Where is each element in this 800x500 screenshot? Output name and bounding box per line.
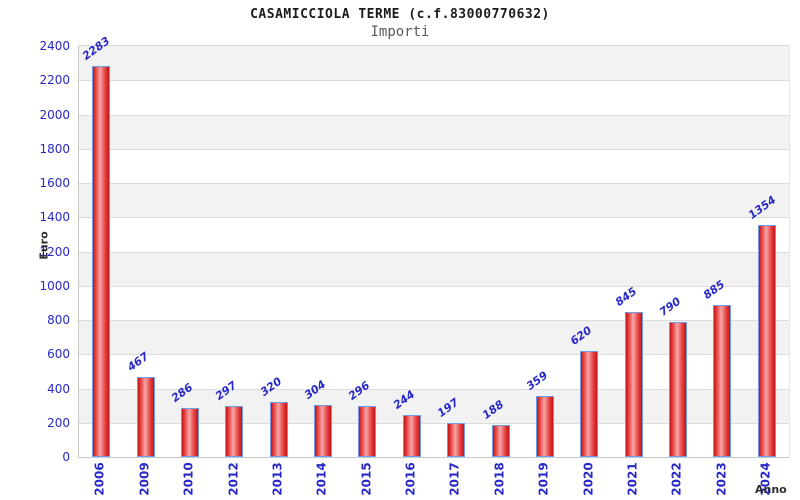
y-tick-label: 1800: [39, 141, 70, 156]
x-tick: 2023: [699, 460, 743, 498]
x-tick: 2016: [389, 460, 433, 498]
x-tick-label: 2015: [359, 462, 374, 496]
x-tick: 2018: [477, 460, 521, 498]
gridline: [79, 422, 789, 424]
y-tick-label: 800: [47, 313, 70, 327]
bar: [358, 406, 377, 457]
x-tick-label: 2018: [492, 462, 507, 496]
gridline: [79, 320, 789, 321]
x-tick: 2012: [211, 460, 255, 498]
bar: [580, 350, 599, 457]
bar: [757, 225, 776, 457]
x-tick: 2010: [167, 460, 211, 498]
gridline: [79, 388, 789, 390]
y-tick-label: 600: [47, 347, 70, 362]
gridline: [79, 148, 789, 150]
bar: [269, 402, 288, 457]
gridline: [79, 80, 789, 82]
x-tick: 2019: [522, 460, 566, 498]
x-tick: 2015: [344, 460, 388, 498]
y-tick-label: 0: [62, 450, 70, 464]
chart-title: CASAMICCIOLA TERME (c.f.83000770632): [250, 7, 550, 22]
x-tick-label: 2017: [448, 462, 463, 496]
x-tick-label: 2006: [93, 462, 108, 496]
gridline: [79, 285, 789, 287]
chart-subtitle: Importi: [370, 24, 430, 40]
x-tick-label: 2010: [181, 462, 196, 496]
x-tick-label: 2009: [137, 462, 152, 496]
x-tick-label: 2023: [714, 462, 729, 496]
x-tick-label: 2021: [625, 462, 640, 496]
x-tick: 2006: [78, 460, 122, 498]
bar: [535, 395, 554, 457]
bar: [491, 424, 510, 457]
bar: [669, 321, 688, 457]
gridline: [79, 217, 789, 219]
plot-band: [79, 285, 789, 320]
x-tick-label: 2016: [403, 462, 418, 496]
x-tick: 2017: [433, 460, 477, 498]
x-tick-label: 2014: [315, 462, 330, 496]
bar: [314, 404, 333, 457]
x-tick-label: 2013: [270, 462, 285, 496]
bar: [225, 406, 244, 457]
x-tick-label: 2020: [581, 462, 596, 496]
x-tick-label: 2022: [670, 462, 685, 496]
plot-band: [79, 80, 789, 115]
gridline: [79, 114, 789, 116]
bar: [402, 415, 421, 457]
x-tick-label: 2019: [536, 462, 551, 496]
y-tick-label: 1600: [39, 176, 70, 190]
y-axis-title: Euro: [37, 231, 51, 260]
y-tick-label: 200: [47, 415, 70, 430]
x-tick: 2020: [566, 460, 610, 498]
gridline: [79, 354, 789, 356]
bar: [136, 377, 155, 457]
plot-band: [79, 183, 789, 218]
y-tick-label: 1000: [39, 278, 70, 293]
plot-area: 2283 467 286 297 320 304 296 244 197 188 359 620 845…: [78, 34, 790, 458]
bar: [92, 66, 111, 457]
plot-band: [79, 251, 789, 286]
y-tick-label: 2400: [39, 39, 70, 53]
x-tick: 2014: [300, 460, 344, 498]
y-tick-label: 1200: [39, 244, 70, 259]
bar: [624, 312, 643, 457]
bar: [447, 423, 466, 457]
gridline: [79, 183, 789, 184]
x-tick: 2021: [611, 460, 655, 498]
x-axis-title: Anno: [755, 483, 787, 496]
bar: [713, 305, 732, 457]
plot-band: [79, 46, 789, 81]
x-tick-label: 2012: [226, 462, 241, 496]
gridline: [79, 251, 789, 253]
x-tick: 2022: [655, 460, 699, 498]
plot-band: [79, 148, 789, 183]
x-tick: 2009: [122, 460, 166, 498]
y-tick-label: 1400: [39, 210, 70, 225]
plot-band: [79, 217, 789, 252]
bar: [180, 408, 199, 457]
y-tick-label: 2000: [39, 107, 70, 122]
x-tick: 2013: [256, 460, 300, 498]
plot-band: [79, 114, 789, 149]
y-tick-label: 2200: [39, 73, 70, 88]
y-tick-label: 400: [47, 381, 70, 396]
